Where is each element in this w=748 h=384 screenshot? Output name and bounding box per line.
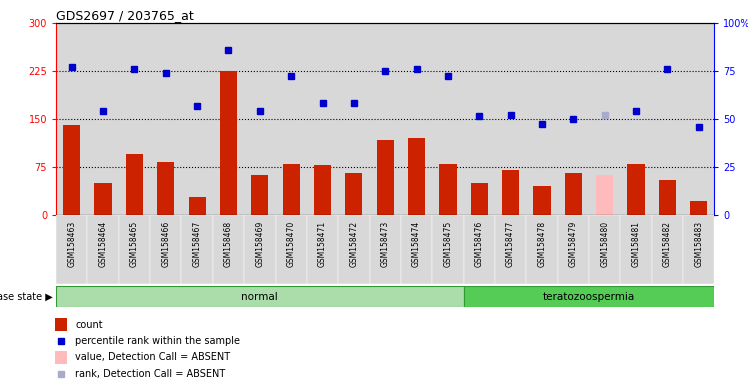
Text: rank, Detection Call = ABSENT: rank, Detection Call = ABSENT <box>76 369 225 379</box>
Text: GSM158475: GSM158475 <box>444 220 453 267</box>
Bar <box>307 215 338 284</box>
Bar <box>439 164 456 215</box>
Bar <box>620 215 652 284</box>
Text: GSM158482: GSM158482 <box>663 220 672 266</box>
Bar <box>338 215 370 284</box>
Bar <box>244 215 275 284</box>
Bar <box>495 23 527 215</box>
Bar <box>150 23 182 215</box>
Text: GSM158468: GSM158468 <box>224 220 233 267</box>
Bar <box>150 215 182 284</box>
Bar <box>690 201 708 215</box>
Bar <box>314 165 331 215</box>
Bar <box>220 71 237 215</box>
Bar <box>188 197 206 215</box>
Bar <box>283 164 300 215</box>
Bar <box>432 23 464 215</box>
Text: GSM158477: GSM158477 <box>506 220 515 267</box>
Bar <box>432 215 464 284</box>
Bar <box>470 183 488 215</box>
Bar <box>527 23 557 215</box>
Bar <box>683 215 714 284</box>
Bar <box>557 23 589 215</box>
Bar <box>244 23 275 215</box>
Bar <box>56 23 88 215</box>
Text: GSM158470: GSM158470 <box>286 220 295 267</box>
Bar <box>527 215 557 284</box>
Bar <box>275 215 307 284</box>
Bar <box>502 170 519 215</box>
Bar <box>628 164 645 215</box>
Text: GSM158464: GSM158464 <box>99 220 108 267</box>
Text: GSM158474: GSM158474 <box>412 220 421 267</box>
Bar <box>88 23 119 215</box>
Bar <box>589 23 620 215</box>
Bar <box>213 215 244 284</box>
Text: GSM158483: GSM158483 <box>694 220 703 267</box>
Text: GSM158479: GSM158479 <box>568 220 577 267</box>
Bar <box>652 23 683 215</box>
Bar <box>596 175 613 215</box>
Text: GSM158467: GSM158467 <box>193 220 202 267</box>
Text: GSM158472: GSM158472 <box>349 220 358 267</box>
Bar <box>652 215 683 284</box>
Bar <box>338 23 370 215</box>
Text: teratozoospermia: teratozoospermia <box>543 291 635 302</box>
Bar <box>408 138 425 215</box>
Bar <box>589 215 620 284</box>
Bar <box>251 175 269 215</box>
Text: GDS2697 / 203765_at: GDS2697 / 203765_at <box>56 9 194 22</box>
Text: GSM158471: GSM158471 <box>318 220 327 267</box>
Bar <box>63 126 80 215</box>
Bar <box>376 139 394 215</box>
Bar <box>307 23 338 215</box>
Text: GSM158478: GSM158478 <box>538 220 547 267</box>
Bar <box>126 154 143 215</box>
Bar <box>88 215 119 284</box>
Text: GSM158469: GSM158469 <box>255 220 264 267</box>
Bar <box>157 162 174 215</box>
Bar <box>401 215 432 284</box>
Bar <box>683 23 714 215</box>
Bar <box>620 23 652 215</box>
Text: GSM158473: GSM158473 <box>381 220 390 267</box>
Bar <box>659 180 676 215</box>
Text: count: count <box>76 319 103 330</box>
Bar <box>182 23 213 215</box>
Bar <box>55 351 67 364</box>
Text: disease state ▶: disease state ▶ <box>0 291 52 302</box>
Bar <box>346 174 363 215</box>
Text: GSM158476: GSM158476 <box>475 220 484 267</box>
Text: percentile rank within the sample: percentile rank within the sample <box>76 336 240 346</box>
Text: GSM158481: GSM158481 <box>631 220 640 266</box>
Text: GSM158463: GSM158463 <box>67 220 76 267</box>
Bar <box>94 183 111 215</box>
Bar <box>495 215 527 284</box>
Bar <box>182 215 213 284</box>
Bar <box>56 215 88 284</box>
Bar <box>464 286 714 307</box>
Bar <box>370 23 401 215</box>
Bar <box>275 23 307 215</box>
Bar <box>565 174 582 215</box>
Bar <box>370 215 401 284</box>
Bar <box>401 23 432 215</box>
Text: GSM158466: GSM158466 <box>162 220 171 267</box>
Bar <box>119 23 150 215</box>
Bar <box>464 23 495 215</box>
Text: GSM158480: GSM158480 <box>600 220 609 267</box>
Text: GSM158465: GSM158465 <box>130 220 139 267</box>
Text: normal: normal <box>242 291 278 302</box>
Text: value, Detection Call = ABSENT: value, Detection Call = ABSENT <box>76 352 230 362</box>
Bar <box>213 23 244 215</box>
Bar <box>55 318 67 331</box>
Bar <box>557 215 589 284</box>
Bar <box>119 215 150 284</box>
Bar <box>464 215 495 284</box>
Bar <box>56 286 464 307</box>
Bar <box>533 186 551 215</box>
